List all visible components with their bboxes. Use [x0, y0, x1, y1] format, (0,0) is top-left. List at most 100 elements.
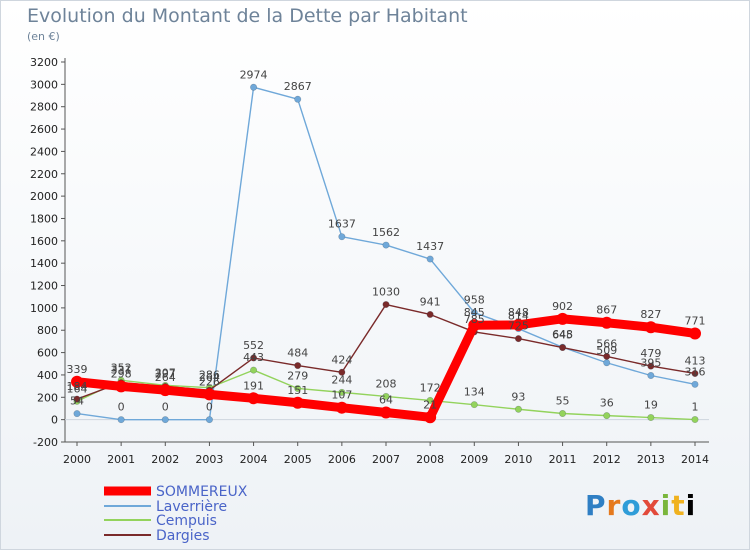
- chart-title: Evolution du Montant de la Dette par Hab…: [27, 5, 468, 27]
- data-point: [338, 368, 346, 376]
- data-label: 0: [162, 401, 169, 414]
- data-label: 0: [118, 401, 125, 414]
- data-label: 93: [511, 390, 525, 403]
- data-label: 484: [287, 347, 308, 360]
- data-point: [380, 406, 392, 419]
- data-point: [600, 316, 613, 329]
- data-point: [247, 392, 260, 405]
- data-label: 264: [155, 371, 176, 384]
- data-label: 107: [331, 389, 352, 402]
- data-label: 55: [556, 395, 570, 408]
- data-point: [512, 318, 525, 331]
- data-label: 19: [644, 399, 658, 412]
- x-tick-label: 2013: [637, 453, 665, 466]
- data-point: [691, 416, 699, 424]
- data-label: 164: [67, 382, 88, 395]
- data-label: 21: [423, 398, 437, 411]
- data-label: 848: [508, 306, 529, 319]
- legend-label: Cempuis: [156, 513, 217, 529]
- y-tick-label: 1800: [30, 212, 58, 225]
- x-tick-label: 2001: [107, 453, 135, 466]
- data-label: 208: [376, 377, 397, 390]
- data-point: [691, 369, 699, 377]
- logo-letter: o: [621, 489, 642, 522]
- data-point: [117, 416, 125, 424]
- data-label: 413: [685, 354, 706, 367]
- data-label: 941: [420, 295, 441, 308]
- data-label: 244: [331, 373, 352, 386]
- y-tick-label: 1200: [30, 280, 58, 293]
- y-tick-label: 1000: [30, 302, 58, 315]
- data-label: 2867: [284, 80, 312, 93]
- data-point: [338, 233, 346, 241]
- data-label: 352: [111, 361, 132, 374]
- data-label: 264: [199, 371, 220, 384]
- data-point: [603, 412, 611, 420]
- data-label: 64: [379, 393, 393, 406]
- y-tick-label: 2800: [30, 101, 58, 114]
- data-point: [382, 392, 390, 400]
- data-label: 54: [70, 395, 84, 408]
- data-label: 0: [206, 401, 213, 414]
- data-label: 184: [67, 380, 88, 393]
- data-point: [691, 380, 699, 388]
- data-point: [647, 371, 655, 379]
- data-label: 36: [600, 397, 614, 410]
- y-tick-label: 2400: [30, 145, 58, 158]
- logo-letter: x: [641, 489, 661, 522]
- x-tick-label: 2000: [63, 453, 91, 466]
- data-label: 552: [243, 339, 264, 352]
- logo-letter: i: [660, 489, 672, 522]
- logo-letter: P: [585, 489, 607, 522]
- x-tick-label: 2004: [240, 453, 268, 466]
- y-tick-label: 3200: [30, 56, 58, 69]
- x-tick-label: 2005: [284, 453, 312, 466]
- x-tick-label: 2014: [681, 453, 709, 466]
- data-point: [294, 362, 302, 370]
- data-label: 424: [331, 353, 352, 366]
- data-point: [382, 241, 390, 249]
- data-label: 307: [155, 366, 176, 379]
- data-label: 867: [596, 304, 617, 317]
- data-label: 297: [155, 367, 176, 380]
- data-point: [73, 410, 81, 418]
- data-point: [205, 416, 213, 424]
- data-label: 645: [552, 329, 573, 342]
- data-label: 725: [508, 320, 529, 333]
- data-label: 279: [287, 369, 308, 382]
- data-label: 286: [199, 369, 220, 382]
- data-point: [470, 309, 478, 317]
- data-label: 298: [111, 367, 132, 380]
- data-point: [514, 405, 522, 413]
- data-label: 902: [552, 300, 573, 313]
- data-point: [159, 384, 172, 397]
- x-tick-label: 2003: [195, 453, 223, 466]
- x-tick-label: 2010: [504, 453, 532, 466]
- y-tick-label: 2000: [30, 190, 58, 203]
- data-point: [559, 409, 567, 417]
- y-tick-label: 200: [37, 391, 58, 404]
- data-label: 134: [464, 386, 485, 399]
- x-tick-label: 2002: [151, 453, 179, 466]
- data-label: 1437: [416, 240, 444, 253]
- data-label: 226: [199, 375, 220, 388]
- data-point: [382, 301, 390, 309]
- data-point: [559, 344, 567, 352]
- y-tick-label: 0: [51, 414, 58, 427]
- data-label: 443: [243, 351, 264, 364]
- data-point: [71, 375, 83, 388]
- data-point: [647, 362, 655, 370]
- x-tick-label: 2007: [372, 453, 400, 466]
- x-tick-label: 2011: [549, 453, 577, 466]
- y-tick-label: 800: [37, 324, 58, 337]
- data-label: 1562: [372, 226, 400, 239]
- data-label: 479: [640, 347, 661, 360]
- data-point: [161, 416, 169, 424]
- data-label: 814: [508, 310, 529, 323]
- data-point: [424, 411, 437, 424]
- y-tick-label: 600: [37, 347, 58, 360]
- y-tick-label: 2600: [30, 123, 58, 136]
- data-label: 958: [464, 294, 485, 307]
- data-point: [556, 312, 569, 325]
